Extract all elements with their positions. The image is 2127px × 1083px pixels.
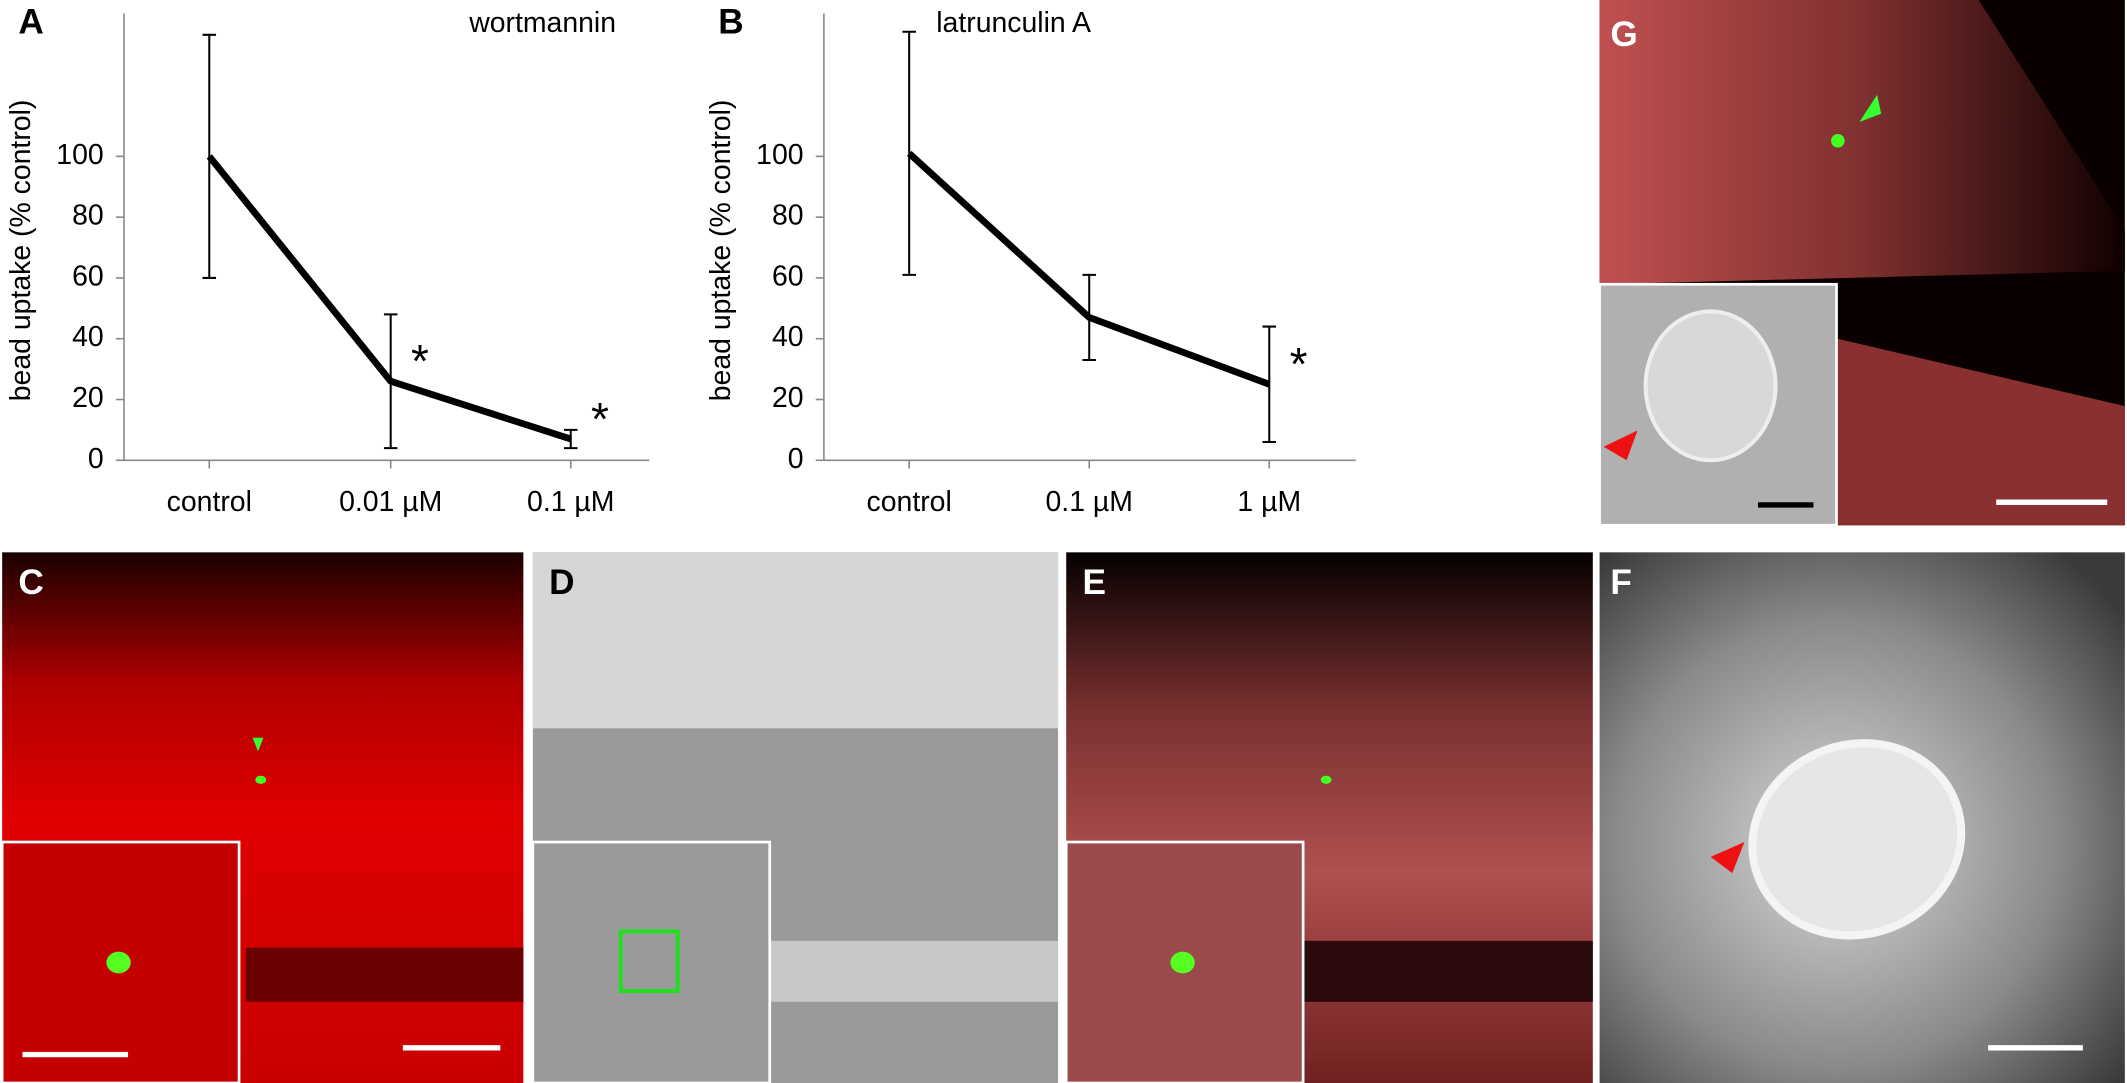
y-tick-label: 60 [72,260,104,292]
y-tick-label: 40 [72,321,104,353]
x-tick-label: 1 µM [1237,486,1301,518]
line [206,154,572,443]
x-tick-label: 0.01 µM [339,486,442,518]
y-tick-label: 20 [72,382,104,414]
significance-mark: * [411,335,429,387]
panel-label: G [1610,15,1637,54]
y-tick-label: 80 [772,200,804,232]
y-tick-label: 0 [88,443,104,475]
x-tick-label: 0.1 µM [527,486,614,518]
panel-g [1598,0,2125,527]
significance-mark: * [1290,338,1308,390]
y-tick-label: 0 [788,443,804,475]
panel-label: A [18,3,43,42]
x-tick-label: control [867,486,952,518]
y-axis-label: bead uptake (% control) [5,100,37,402]
error-bar [902,30,916,276]
panel-label: C [18,563,43,602]
error-bar [202,33,217,279]
line [906,150,1271,388]
x-tick-label: 0.1 µM [1046,486,1133,518]
panel-label: D [549,563,574,602]
y-tick-label: 80 [72,200,104,232]
panel-c [0,552,524,1083]
y-tick-label: 40 [772,321,804,353]
y-tick-label: 60 [772,260,804,292]
x-tick-label: control [167,486,252,518]
significance-mark: * [591,393,609,445]
panel-label: B [718,3,743,42]
panel-e [1064,552,1593,1083]
panel-d [531,552,1059,1083]
panel-f [1599,552,2125,1083]
y-axis-label: bead uptake (% control) [705,100,737,402]
panel-label: F [1610,563,1632,602]
y-tick-label: 20 [772,382,804,414]
y-tick-label: 100 [756,139,803,171]
chart-title: latrunculin A [936,7,1091,39]
chart-title: wortmannin [468,7,616,39]
y-tick-label: 100 [56,139,103,171]
panel-label: E [1082,563,1105,602]
